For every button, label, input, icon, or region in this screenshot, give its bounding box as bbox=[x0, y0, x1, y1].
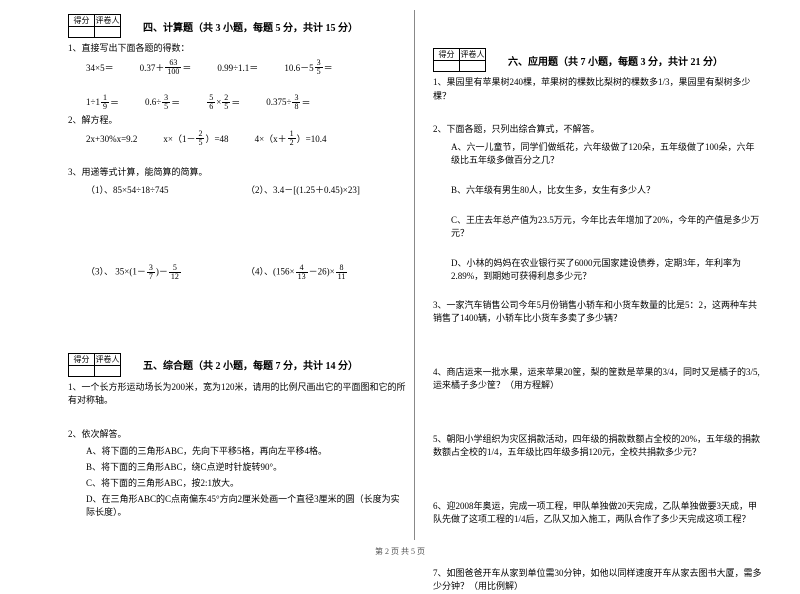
grader-label: 评卷人 bbox=[95, 15, 121, 27]
s4-q3-pair2: （3）、 35×(1－37)－512 （4）、(156×413－26)×811 bbox=[86, 264, 406, 281]
s6-q5: 5、朝阳小学组织为灾区捐款活动，四年级的捐款数额占全校的20%，五年级的捐款数额… bbox=[433, 433, 762, 460]
section-5-title: 五、综合题（共 2 小题，每题 7 分，共计 14 分） bbox=[143, 357, 358, 372]
section-5-header: 得分评卷人 五、综合题（共 2 小题，每题 7 分，共计 14 分） bbox=[68, 353, 406, 377]
eq: 34×5＝ bbox=[86, 61, 114, 74]
s6-q2c: C、王庄去年总产值为23.5万元，今年比去年增加了20%，今年的产值是多少万元？ bbox=[451, 213, 762, 239]
score-box: 得分评卷人 bbox=[68, 353, 121, 377]
exam-page: 得分评卷人 四、计算题（共 3 小题，每题 5 分，共计 15 分） 1、直接写… bbox=[0, 0, 800, 540]
eq: 0.375÷38＝ bbox=[266, 94, 310, 111]
s6-q6: 6、迎2008年奥运，完成一项工程，甲队单独做20天完成，乙队单独做要3天成，甲… bbox=[433, 500, 762, 527]
s6-q3: 3、一家汽车销售公司今年5月份销售小轿车和小货车数量的比是5：2，这两种车共销售… bbox=[433, 299, 762, 326]
s6-q7: 7、如图爸爸开车从家到单位需30分钟，如他以同样速度开车从家去图书大厦，需多少分… bbox=[433, 567, 762, 594]
score-cell bbox=[69, 27, 95, 38]
s6-q2b: B、六年级有男生80人，比女生多，女生有多少人？ bbox=[451, 183, 762, 196]
s4-q3-pair1: （1）、85×54÷18÷745 （2）、3.4－[(1.25＋0.45)×23… bbox=[86, 183, 406, 196]
section-4-title: 四、计算题（共 3 小题，每题 5 分，共计 15 分） bbox=[143, 19, 358, 34]
eq: 1÷119＝ bbox=[86, 94, 119, 111]
s5-q2: 2、依次解答。 bbox=[68, 428, 406, 442]
s6-q1: 1、果园里有苹果树240棵，苹果树的棵数比梨树的棵数多1/3，果园里有梨树多少棵… bbox=[433, 76, 762, 103]
left-column: 得分评卷人 四、计算题（共 3 小题，每题 5 分，共计 15 分） 1、直接写… bbox=[60, 10, 415, 540]
s4-q2: 2、解方程。 bbox=[68, 114, 406, 128]
s5-q1: 1、一个长方形运动场长为200米，宽为120米，请用的比例尺画出它的平面图和它的… bbox=[68, 381, 406, 408]
score-box: 得分评卷人 bbox=[433, 48, 486, 72]
right-column: 得分评卷人 六、应用题（共 7 小题，每题 3 分，共计 21 分） 1、果园里… bbox=[415, 10, 770, 540]
eq: 10.6－535＝ bbox=[284, 59, 332, 76]
eq: 2x+30%x=9.2 bbox=[86, 134, 137, 144]
s6-q4: 4、商店运来一批水果，运来苹果20筐，梨的筐数是苹果的3/4，同时又是橘子的3/… bbox=[433, 366, 762, 393]
eq: （4）、(156×413－26)×811 bbox=[246, 264, 406, 281]
s4-q1: 1、直接写出下面各题的得数： bbox=[68, 42, 406, 56]
s4-q2-row: 2x+30%x=9.2 x×（1－25）=48 4×（x＋12）=10.4 bbox=[86, 130, 406, 147]
s5-q2d: D、在三角形ABC的C点南偏东45°方向2厘米处画一个直径3厘米的圆（长度为实际… bbox=[86, 492, 406, 518]
grader-cell bbox=[95, 27, 121, 38]
eq: 0.99÷1.1＝ bbox=[217, 61, 258, 74]
eq: 0.37＋63100＝ bbox=[140, 59, 192, 76]
s5-q2a: A、将下面的三角形ABC，先向下平移5格，再向左平移4格。 bbox=[86, 444, 406, 457]
score-box: 得分评卷人 bbox=[68, 14, 121, 38]
score-label: 得分 bbox=[69, 15, 95, 27]
s4-q1-row1: 34×5＝ 0.37＋63100＝ 0.99÷1.1＝ 10.6－535＝ bbox=[86, 59, 406, 76]
s4-q3: 3、用递等式计算，能简算的简算。 bbox=[68, 166, 406, 180]
eq: （2）、3.4－[(1.25＋0.45)×23] bbox=[246, 183, 406, 196]
eq: （3）、 35×(1－37)－512 bbox=[86, 264, 246, 281]
section-6-header: 得分评卷人 六、应用题（共 7 小题，每题 3 分，共计 21 分） bbox=[433, 48, 762, 72]
eq: x×（1－25）=48 bbox=[163, 130, 228, 147]
section-4-header: 得分评卷人 四、计算题（共 3 小题，每题 5 分，共计 15 分） bbox=[68, 14, 406, 38]
s6-q2d: D、小林的妈妈在农业银行买了6000元国家建设债券，定期3年，年利率为2.89%… bbox=[451, 256, 762, 282]
s4-q1-row2: 1÷119＝ 0.6÷35＝ 56×25＝ 0.375÷38＝ bbox=[86, 94, 406, 111]
eq: 0.6÷35＝ bbox=[145, 94, 180, 111]
s6-q2: 2、下面各题，只列出综合算式，不解答。 bbox=[433, 123, 762, 137]
s6-q2a: A、六一儿童节，同学们做纸花，六年级做了120朵，五年级做了100朵，六年级比五… bbox=[451, 140, 762, 166]
eq: 4×（x＋12）=10.4 bbox=[255, 130, 327, 147]
s5-q2b: B、将下面的三角形ABC，绕C点逆时针旋转90°。 bbox=[86, 460, 406, 473]
eq: （1）、85×54÷18÷745 bbox=[86, 183, 246, 196]
s5-q2c: C、将下面的三角形ABC，按2:1放大。 bbox=[86, 476, 406, 489]
eq: 56×25＝ bbox=[206, 94, 240, 111]
section-6-title: 六、应用题（共 7 小题，每题 3 分，共计 21 分） bbox=[508, 53, 723, 68]
